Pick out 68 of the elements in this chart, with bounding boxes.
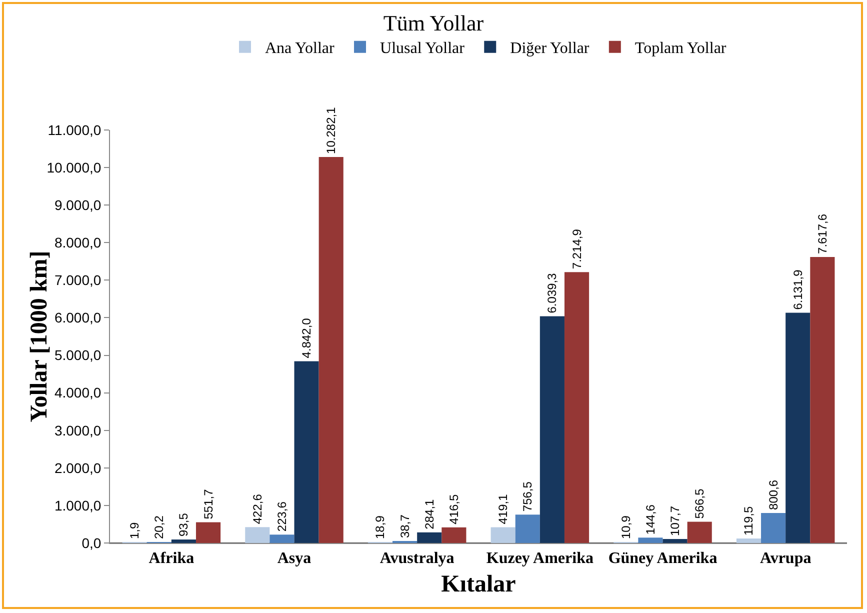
legend-label: Toplam Yollar: [634, 40, 727, 58]
data-label: 18,9: [373, 515, 388, 539]
x-tick-label: Avrupa: [760, 550, 812, 568]
bar: [540, 316, 564, 543]
data-label: 6.039,3: [545, 272, 560, 314]
data-label: 551,7: [201, 488, 216, 520]
x-tick-label: Afrika: [148, 550, 194, 568]
bar: [515, 514, 540, 543]
y-tick-label: 4.000,0: [54, 384, 102, 401]
y-tick-label: 1.000,0: [54, 497, 102, 514]
data-label: 144,6: [643, 504, 658, 535]
y-tick-label: 2.000,0: [54, 460, 102, 476]
bar: [196, 522, 221, 543]
bar: [736, 538, 762, 543]
y-tick-label: 11.000,0: [48, 122, 102, 138]
bar: [417, 532, 442, 543]
data-label: 20,2: [152, 515, 166, 539]
data-label: 800,6: [766, 480, 780, 510]
legend-label: Ana Yollar: [265, 40, 336, 58]
y-tick-label: 5.000,0: [54, 347, 102, 364]
data-label: 416,5: [446, 494, 461, 524]
y-tick-label: 6.000,0: [54, 310, 102, 326]
x-axis-title: Kıtalar: [441, 572, 516, 598]
y-tick-label: 8.000,0: [54, 234, 102, 251]
data-label: 756,5: [520, 481, 535, 512]
data-label: 223,6: [274, 501, 289, 532]
bar: [810, 256, 835, 543]
data-label: 119,5: [742, 506, 756, 536]
data-label: 1,9: [128, 522, 142, 539]
bar: [564, 272, 590, 543]
data-label: 38,7: [398, 514, 412, 538]
y-tick-label: 3.000,0: [54, 422, 102, 438]
data-label: 4.842,0: [300, 318, 314, 358]
bar: [687, 522, 712, 543]
legend-label: Ulusal Yollar: [380, 40, 466, 58]
bar: [245, 527, 270, 543]
bar: [786, 312, 810, 543]
chart-title: Tüm Yollar: [383, 10, 484, 36]
bar: [318, 156, 344, 543]
bar: [662, 538, 688, 543]
y-tick-label: 0,0: [82, 534, 102, 551]
x-tick-label: Kuzey Amerika: [486, 550, 594, 568]
data-label: 107,7: [668, 506, 682, 536]
bar: [490, 527, 516, 543]
data-label: 6.131,9: [790, 269, 805, 310]
legend-label: Diğer Yollar: [510, 40, 590, 58]
y-tick-label: 9.000,0: [54, 196, 102, 213]
data-label: 284,1: [422, 498, 436, 530]
bar: [171, 539, 196, 543]
bar: [270, 534, 294, 543]
data-label: 7.214,9: [570, 228, 584, 270]
data-label: 7.617,6: [815, 214, 830, 254]
data-label: 10.282,1: [324, 106, 338, 154]
y-tick-label: 10.000,0: [46, 159, 102, 176]
data-label: 422,6: [250, 494, 264, 524]
y-tick-label: 7.000,0: [54, 272, 102, 288]
x-tick-label: Asya: [277, 550, 312, 568]
data-label: 419,1: [496, 494, 510, 524]
data-label: 566,5: [692, 488, 707, 519]
x-tick-label: Avustralya: [380, 550, 454, 568]
y-axis-title: Yollar [1000 km]: [26, 250, 52, 422]
bar: [442, 527, 466, 543]
bar: [294, 361, 319, 543]
x-tick-label: Güney Amerika: [608, 550, 718, 568]
data-label: 10,9: [618, 515, 633, 539]
data-label: 93,5: [176, 512, 191, 536]
bar: [638, 538, 663, 543]
bar: [761, 512, 786, 543]
